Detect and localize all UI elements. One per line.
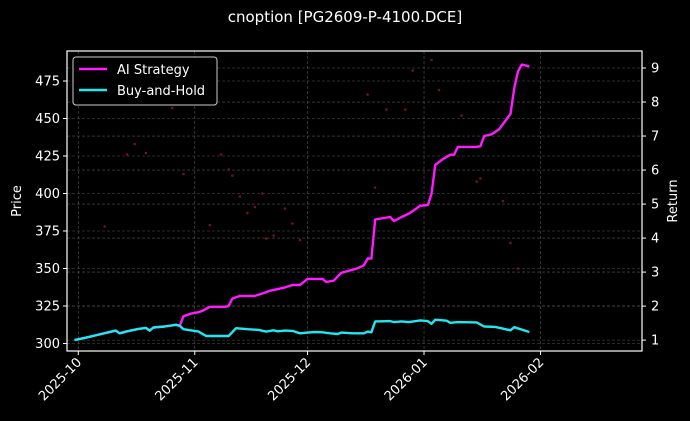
- scatter-point: [264, 237, 268, 240]
- y-axis-label-right: Return: [666, 179, 681, 222]
- scatter-point: [437, 88, 441, 92]
- y-tick-label-right: 4: [651, 232, 659, 247]
- y-axis-right: 1 2 3 4 5 6 7 8 9: [642, 62, 659, 349]
- y-tick-label-left: 350: [35, 262, 60, 277]
- scatter-point: [103, 225, 106, 228]
- legend-label-buy-and-hold: Buy-and-Hold: [117, 84, 205, 99]
- series-line-ai-strategy: [74, 63, 530, 342]
- scatter-point: [291, 222, 294, 225]
- scatter-point: [509, 241, 512, 245]
- scatter-point: [227, 168, 230, 171]
- scatter-point: [411, 69, 415, 72]
- x-tick-label: 2025-10: [36, 355, 85, 404]
- scatter-point: [182, 172, 185, 176]
- series-line-buy-and-hold: [74, 318, 530, 342]
- scatter-point: [501, 199, 505, 203]
- y-tick-label-left: 300: [35, 337, 60, 352]
- scatter-point: [208, 223, 212, 227]
- plot-frame: [66, 50, 643, 352]
- scatter-point: [385, 108, 388, 111]
- y-tick-label-right: 6: [651, 164, 659, 179]
- y-tick-label-right: 5: [651, 198, 659, 213]
- scatter-point: [238, 195, 242, 198]
- scatter-point: [170, 106, 174, 110]
- scatter-point: [479, 177, 482, 180]
- y-tick-label-right: 2: [651, 300, 659, 315]
- x-tick-label: 2026-01: [382, 355, 431, 404]
- y-tick-label-right: 8: [651, 96, 659, 111]
- y-tick-label-left: 450: [35, 112, 60, 127]
- x-tick-label: 2026-02: [498, 355, 547, 404]
- legend: AI Strategy Buy-and-Hold: [72, 56, 218, 106]
- scatter-point: [298, 238, 302, 242]
- chart-title: cnoption [PG2609-P-4100.DCE]: [227, 8, 463, 26]
- scatter-point: [430, 58, 433, 62]
- scatter-point: [219, 153, 223, 156]
- y-tick-label-left: 375: [35, 225, 60, 240]
- x-tick-label: 2025-12: [265, 355, 314, 404]
- legend-box: [72, 56, 218, 106]
- legend-label-ai-strategy: AI Strategy: [117, 63, 190, 78]
- scatter-point: [373, 186, 377, 189]
- scatter-point: [516, 267, 520, 270]
- scatter-point: [144, 151, 148, 155]
- scatter-point: [460, 114, 463, 117]
- series-lines: [74, 63, 530, 342]
- y-tick-label-right: 3: [651, 266, 659, 281]
- scatter-point: [283, 207, 287, 210]
- scatter-point: [125, 153, 129, 156]
- scatter-point: [133, 142, 136, 146]
- scatter-point: [272, 234, 275, 237]
- scatter-point: [403, 108, 407, 111]
- y-tick-label-right: 1: [651, 334, 659, 349]
- scatter-point: [253, 205, 257, 209]
- x-tick-label: 2025-11: [153, 355, 202, 404]
- y-axis-left: 300 325 350 375 400 425 450 475: [35, 75, 67, 352]
- scatter-point: [261, 192, 264, 195]
- y-tick-label-left: 400: [35, 187, 60, 202]
- scatter-point: [246, 211, 249, 215]
- x-axis: 2025-10 2025-11 2025-12 2026-01 2026-02: [36, 351, 547, 404]
- scatter-point: [231, 174, 234, 177]
- y-tick-label-right: 9: [651, 62, 659, 77]
- y-tick-label-right: 7: [651, 130, 659, 145]
- y-axis-label-left: Price: [10, 185, 25, 217]
- scatter-point: [475, 180, 478, 183]
- y-tick-label-left: 425: [35, 150, 60, 165]
- y-tick-label-left: 325: [35, 300, 60, 315]
- scatter-point: [366, 93, 369, 96]
- y-tick-label-left: 475: [35, 75, 60, 90]
